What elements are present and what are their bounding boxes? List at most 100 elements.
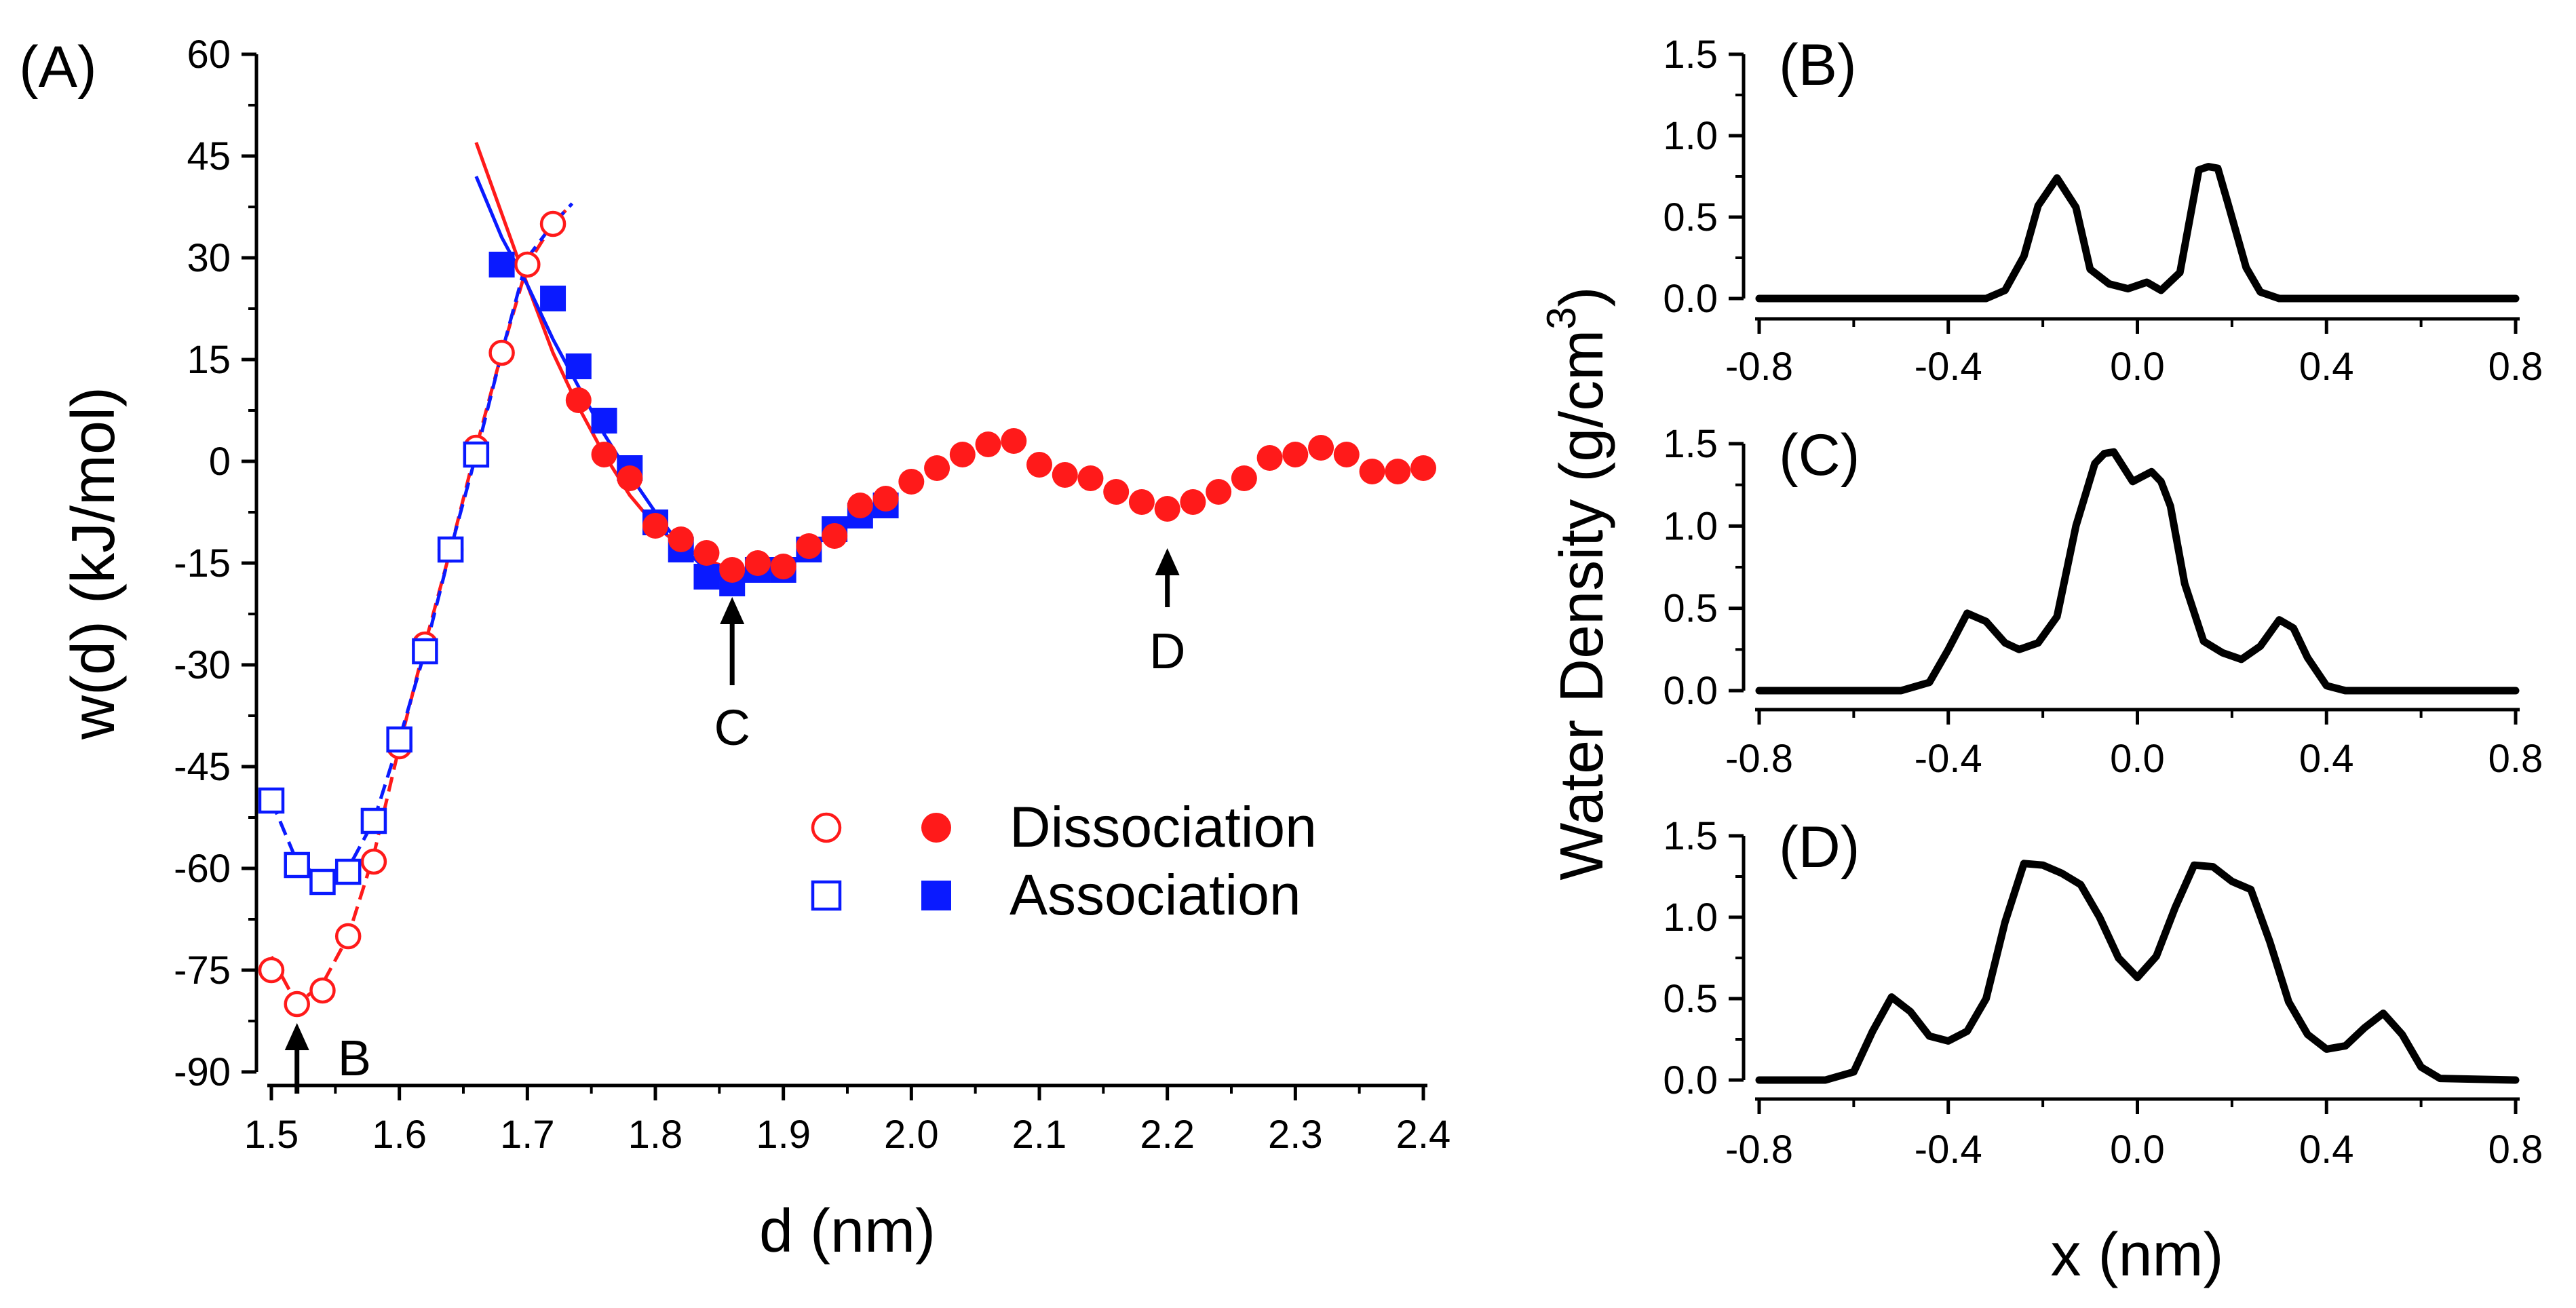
x-tick-label: 1.5 — [244, 1113, 299, 1157]
fit-line-association-dashed — [269, 202, 574, 881]
point-dissociation-filled — [1333, 442, 1360, 467]
point-dissociation-filled — [1001, 428, 1027, 454]
y-tick-label: 0.0 — [1663, 1058, 1718, 1102]
point-association-open — [437, 536, 464, 563]
point-association-filled — [488, 252, 515, 277]
point-dissociation-filled — [1077, 465, 1104, 491]
legend-filled-circle — [921, 813, 951, 843]
point-dissociation-filled — [796, 533, 822, 559]
point-association-open — [360, 807, 387, 834]
panel-label: (D) — [1779, 815, 1860, 880]
y-tick-label: 0.5 — [1663, 195, 1718, 239]
y-tick-label: 45 — [187, 134, 231, 178]
point-dissociation-filled — [1385, 459, 1411, 484]
arrow-head — [284, 1023, 309, 1050]
x-tick-label: 2.2 — [1140, 1113, 1195, 1157]
x-tick-label: 2.4 — [1396, 1113, 1451, 1157]
y-tick-label: 1.0 — [1663, 896, 1718, 940]
point-association-filled — [540, 286, 566, 311]
legend-filled-square — [921, 881, 951, 910]
x-tick-label: 0.4 — [2299, 737, 2354, 781]
legend-label-dissociation: Dissociation — [1010, 795, 1317, 859]
x-tick-label: -0.8 — [1725, 1128, 1793, 1172]
legend-open-square — [811, 880, 842, 911]
panel-label: (C) — [1779, 423, 1860, 488]
arrow-head — [1155, 548, 1180, 575]
fit-line-dissociation-solid — [474, 142, 733, 572]
y-tick-label: 0 — [209, 440, 231, 484]
point-dissociation-filled — [1256, 445, 1283, 471]
point-dissociation-filled — [744, 550, 771, 576]
point-dissociation-filled — [1052, 462, 1078, 488]
point-dissociation-filled — [1308, 435, 1334, 461]
point-dissociation-filled — [1103, 479, 1130, 505]
y-tick-label: -30 — [174, 643, 231, 687]
point-association-open — [334, 858, 362, 885]
point-association-open — [258, 787, 285, 814]
panel-a: 60 45 30 15 0 -15 -30 -45 -60 -75 -90 1.5 1.6 1.7 1.8 1… — [19, 33, 1450, 1265]
y-tick-label: 15 — [187, 338, 231, 382]
point-dissociation-filled — [668, 526, 694, 552]
point-dissociation-open — [284, 990, 310, 1018]
panel-d: 1.51.00.50.0-0.8 -0.4 0.0 0.4 0.8(D) — [1663, 814, 2543, 1172]
point-dissociation-filled — [847, 493, 873, 518]
arrow-head — [720, 597, 745, 624]
point-dissociation-open — [360, 848, 387, 875]
y-tick-label: 0.5 — [1663, 587, 1718, 631]
y-tick-label: 60 — [187, 33, 231, 77]
annotation-label: C — [714, 699, 750, 756]
x-tick-label: -0.8 — [1725, 345, 1793, 389]
panel-c: 1.51.00.50.0-0.8 -0.4 0.0 0.4 0.8(C) — [1663, 422, 2543, 781]
annotation-label: D — [1149, 623, 1185, 679]
point-dissociation-open — [488, 339, 515, 366]
x-tick-label: 0.8 — [2488, 737, 2543, 781]
point-dissociation-filled — [1231, 465, 1257, 491]
x-axis-title: d (nm) — [759, 1197, 936, 1265]
point-dissociation-filled — [1359, 459, 1385, 484]
panel-label: (B) — [1779, 33, 1857, 98]
x-tick-label: 0.0 — [2110, 345, 2165, 389]
point-dissociation-filled — [565, 387, 592, 413]
point-dissociation-filled — [693, 540, 720, 566]
point-dissociation-filled — [1180, 489, 1206, 515]
y-tick-label: -45 — [174, 745, 231, 789]
x-tick-label: 0.8 — [2488, 1128, 2543, 1172]
legend-open-circle — [811, 812, 842, 843]
point-dissociation-open — [258, 957, 285, 984]
y-tick-label: -90 — [174, 1050, 231, 1094]
point-dissociation-filled — [591, 442, 617, 467]
right-axis-labels: Water Density (g/cm3) x (nm) — [1539, 286, 2223, 1289]
density-curve — [1755, 860, 2520, 1084]
x-tick-label: 0.8 — [2488, 345, 2543, 389]
point-dissociation-filled — [1410, 455, 1436, 481]
y-tick-label: -15 — [174, 541, 231, 585]
x-tick-label: 1.6 — [372, 1113, 427, 1157]
y-axis-title: w(d) (kJ/mol) — [60, 387, 128, 740]
x-axis-title-density: x (nm) — [2051, 1221, 2224, 1289]
point-association-open — [284, 851, 310, 879]
y-tick-label: -75 — [174, 948, 231, 993]
x-tick-label: -0.4 — [1915, 737, 1982, 781]
density-curve — [1755, 448, 2520, 695]
x-tick-label: 1.7 — [500, 1113, 555, 1157]
point-dissociation-filled — [1128, 489, 1155, 515]
y-tick-label: 1.0 — [1663, 114, 1718, 158]
y-tick-label: 1.0 — [1663, 504, 1718, 548]
x-tick-label: -0.4 — [1915, 345, 1982, 389]
point-association-filled — [693, 564, 720, 590]
x-tick-label: 2.3 — [1268, 1113, 1323, 1157]
y-tick-label: 0.5 — [1663, 977, 1718, 1021]
y-axis-title-density: Water Density (g/cm3) — [1539, 286, 1616, 880]
point-dissociation-filled — [1026, 452, 1052, 478]
y-tick-label: 30 — [187, 236, 231, 280]
x-tick-label: 0.0 — [2110, 737, 2165, 781]
panel-b: 1.51.00.50.0-0.8 -0.4 0.0 0.4 0.8(B) — [1663, 33, 2543, 389]
y-tick-label: 0.0 — [1663, 277, 1718, 321]
panel-label: (A) — [19, 35, 97, 100]
x-tick-label: 0.4 — [2299, 1128, 2354, 1172]
point-dissociation-filled — [898, 469, 925, 495]
point-dissociation-filled — [822, 523, 848, 549]
density-curve — [1755, 163, 2520, 303]
x-tick-label: 2.1 — [1012, 1113, 1067, 1157]
